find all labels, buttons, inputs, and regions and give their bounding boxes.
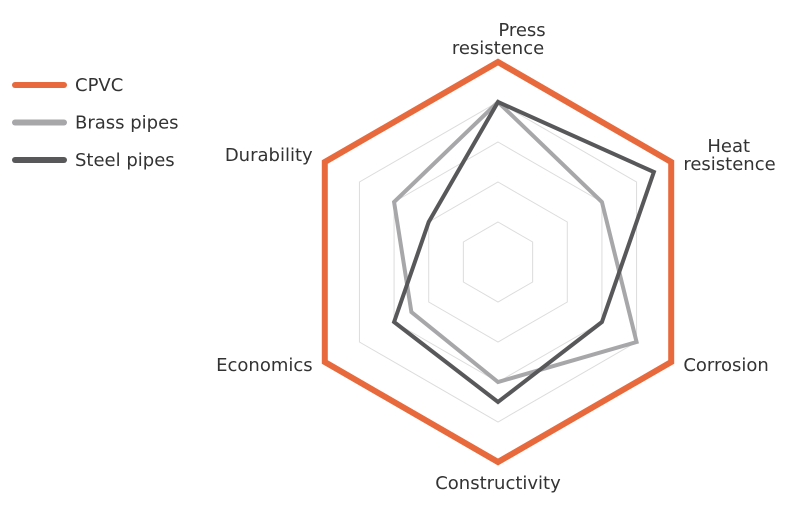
axis-label: Press resistence: [452, 20, 546, 59]
series-line: [321, 58, 675, 466]
legend-label: Steel pipes: [75, 150, 175, 171]
series-line: [391, 99, 639, 385]
series-line: [391, 99, 657, 405]
axis-label-line: resistence: [683, 154, 775, 175]
grid-ring: [462, 221, 534, 303]
axis-label: Constructivity: [435, 473, 561, 494]
axis-label-line: resistence: [452, 38, 544, 59]
legend-label: CPVC: [75, 75, 123, 96]
axis-label: Durability: [225, 145, 313, 166]
axis-label: Economics: [216, 355, 313, 376]
axis-label-line: Heat: [707, 136, 750, 157]
axis-label-line: Press: [498, 20, 545, 41]
axis-label: Corrosion: [683, 355, 768, 376]
legend-label: Brass pipes: [75, 113, 179, 134]
grid-ring: [358, 101, 638, 423]
grid-ring: [428, 181, 568, 343]
axis-label: Heat resistence: [683, 136, 775, 175]
